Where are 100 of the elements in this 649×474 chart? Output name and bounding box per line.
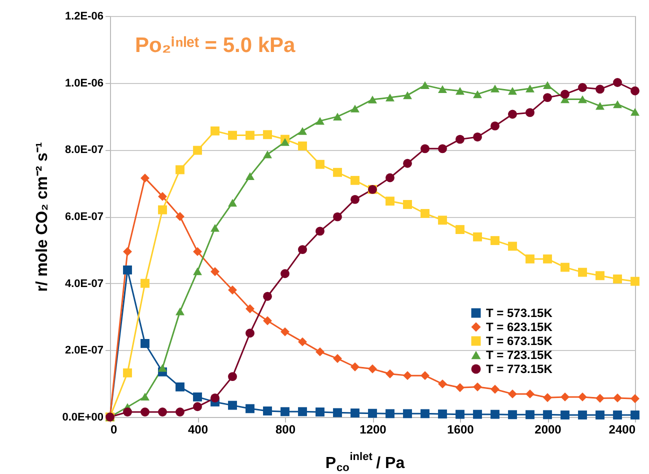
point bbox=[263, 406, 272, 416]
point bbox=[456, 86, 464, 95]
point bbox=[386, 369, 394, 378]
point bbox=[193, 146, 202, 155]
point bbox=[158, 192, 167, 201]
point bbox=[490, 410, 500, 419]
point bbox=[176, 212, 184, 221]
point bbox=[123, 408, 132, 416]
point bbox=[280, 138, 290, 146]
y-tick-label: 0.0E+00 bbox=[62, 412, 104, 424]
point bbox=[210, 224, 220, 232]
point bbox=[280, 407, 290, 416]
point bbox=[263, 292, 272, 301]
point bbox=[368, 408, 377, 418]
point bbox=[420, 209, 430, 218]
point bbox=[246, 172, 254, 180]
point bbox=[596, 410, 604, 420]
point bbox=[403, 371, 412, 380]
y-tick-label: 2.0E-07 bbox=[64, 344, 104, 357]
legend-label: T = 573.15K bbox=[486, 306, 553, 320]
point bbox=[596, 102, 604, 110]
point bbox=[456, 410, 464, 419]
point bbox=[508, 389, 517, 398]
point bbox=[456, 383, 464, 392]
point bbox=[298, 245, 307, 254]
point bbox=[210, 393, 220, 402]
point bbox=[123, 265, 132, 274]
point bbox=[613, 274, 622, 284]
point bbox=[508, 110, 517, 119]
point bbox=[316, 226, 324, 236]
point bbox=[596, 84, 604, 94]
point bbox=[490, 236, 500, 246]
point bbox=[473, 232, 482, 242]
point bbox=[316, 117, 324, 125]
point bbox=[350, 176, 360, 185]
point bbox=[350, 194, 360, 204]
point bbox=[596, 271, 604, 280]
point bbox=[298, 407, 307, 416]
y-tick-label: 6.0E-07 bbox=[64, 211, 104, 223]
point bbox=[228, 372, 237, 382]
point bbox=[386, 196, 394, 206]
point bbox=[350, 104, 360, 112]
point bbox=[508, 410, 517, 420]
point bbox=[386, 94, 394, 102]
point bbox=[298, 142, 307, 150]
point bbox=[263, 150, 272, 158]
y-tick-label: 1.0E-06 bbox=[64, 77, 104, 90]
point bbox=[316, 408, 324, 416]
point bbox=[298, 127, 307, 135]
point bbox=[456, 134, 464, 144]
point bbox=[543, 93, 552, 102]
point bbox=[473, 90, 482, 98]
point bbox=[123, 247, 132, 256]
legend-label: T = 773.15K bbox=[486, 362, 553, 376]
point bbox=[228, 286, 237, 294]
point bbox=[543, 254, 552, 264]
point bbox=[630, 394, 640, 404]
point bbox=[333, 112, 342, 120]
point bbox=[333, 212, 342, 222]
point bbox=[526, 410, 534, 420]
point bbox=[263, 316, 272, 326]
point bbox=[560, 410, 570, 420]
x-tick-label: 1200 bbox=[360, 422, 387, 436]
point bbox=[246, 328, 254, 338]
point bbox=[438, 379, 447, 388]
point bbox=[140, 408, 150, 416]
point bbox=[246, 130, 254, 140]
point bbox=[456, 225, 464, 234]
point bbox=[560, 392, 570, 402]
point bbox=[263, 130, 272, 140]
point bbox=[526, 108, 534, 118]
x-tick-label: 1600 bbox=[447, 422, 474, 436]
point bbox=[333, 408, 342, 418]
point bbox=[473, 410, 482, 419]
point bbox=[368, 364, 377, 374]
y-tick-label: 8.0E-07 bbox=[64, 144, 104, 156]
point bbox=[246, 404, 254, 414]
point bbox=[578, 410, 587, 420]
legend-label: T = 723.15K bbox=[486, 348, 553, 362]
point bbox=[438, 85, 447, 94]
point bbox=[193, 247, 202, 256]
point bbox=[193, 402, 202, 412]
point bbox=[158, 205, 167, 214]
point bbox=[490, 121, 500, 130]
point bbox=[280, 327, 290, 336]
point bbox=[473, 382, 482, 392]
y-tick-label: 1.2E-06 bbox=[64, 10, 104, 22]
point bbox=[473, 132, 482, 142]
point bbox=[350, 362, 360, 372]
x-tick-label: 400 bbox=[188, 422, 208, 436]
legend-label: T = 623.15K bbox=[486, 320, 553, 334]
point bbox=[333, 168, 342, 177]
point bbox=[140, 392, 150, 400]
point bbox=[280, 269, 290, 278]
point bbox=[210, 126, 220, 136]
y-tick-label: 4.0E-07 bbox=[64, 278, 104, 290]
point bbox=[560, 90, 570, 99]
point bbox=[526, 389, 534, 398]
point bbox=[438, 216, 447, 225]
point bbox=[350, 408, 360, 418]
